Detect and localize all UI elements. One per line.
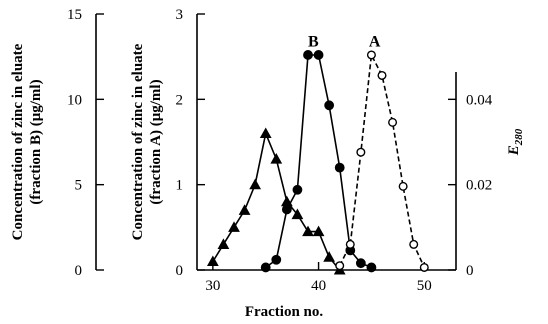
series-0-point-11 <box>323 251 336 262</box>
series-2-point-7 <box>409 239 419 249</box>
series-0-point-4 <box>249 178 262 190</box>
zinc-b-axis-label-line1: Concentration of zinc in eluate <box>10 43 26 240</box>
series-2-point-2 <box>356 147 366 157</box>
y-tick-label-e280-1: 0.02 <box>466 178 492 194</box>
series-0-point-5 <box>259 127 272 139</box>
series-2-point-3 <box>366 50 376 60</box>
series-2-point-0 <box>335 261 345 271</box>
series-2-point-4 <box>377 70 387 80</box>
series-0-point-1 <box>217 238 230 249</box>
peak-label-b: B <box>308 33 319 50</box>
y-tick-label-zinc-a-2: 2 <box>176 92 184 108</box>
series-1-point-7 <box>334 162 345 173</box>
series-1-point-6 <box>324 100 335 111</box>
y-tick-label-e280-2: 0.04 <box>466 92 493 108</box>
series-0-point-9 <box>302 225 314 237</box>
zinc-b-axis-label-line2: (fraction B) (μg/ml) <box>28 79 44 204</box>
e280-axis-label: E280 <box>506 128 525 156</box>
e280-axis: E280 0 0.02 0.04 <box>448 92 525 279</box>
y-tick-label-zinc-b-3: 15 <box>67 7 82 23</box>
series-layer <box>206 50 429 275</box>
zinc-a-axis-label-line2: (fraction A) (μg/ml) <box>148 79 164 204</box>
y-tick-label-zinc-a-0: 0 <box>176 263 184 279</box>
series-0-point-10 <box>312 225 325 237</box>
y-tick-label-e280-0: 0 <box>466 263 474 279</box>
zinc-a-axis-label-line1: Concentration of zinc in eluate <box>130 43 146 240</box>
series-0-point-2 <box>228 221 240 232</box>
x-axis: 30 40 50 <box>205 262 432 294</box>
series-0-point-0 <box>206 255 219 267</box>
peak-label-a: A <box>369 33 381 50</box>
series-1-point-5 <box>313 50 324 60</box>
y-tick-label-zinc-b-2: 10 <box>67 92 82 108</box>
y-tick-label-zinc-b-0: 0 <box>75 263 83 279</box>
x-tick-label-0: 30 <box>205 278 220 294</box>
series-1-point-3 <box>292 184 303 195</box>
series-0-point-6 <box>270 153 283 164</box>
series-1-point-0 <box>260 262 271 273</box>
series-1-point-2 <box>281 204 292 215</box>
series-0-point-3 <box>238 204 251 215</box>
series-2-point-1 <box>345 239 355 249</box>
x-tick-label-1: 40 <box>311 278 326 294</box>
y-tick-label-zinc-a-1: 1 <box>176 178 184 194</box>
y-tick-label-zinc-a-3: 3 <box>176 7 184 23</box>
x-axis-label: Fraction no. <box>245 304 324 320</box>
series-2-point-5 <box>388 117 398 127</box>
series-1-point-10 <box>366 262 377 273</box>
series-2-point-8 <box>419 262 429 272</box>
x-tick-label-2: 50 <box>417 278 432 294</box>
y-tick-label-zinc-b-1: 5 <box>75 178 83 194</box>
series-1-point-1 <box>271 254 282 265</box>
series-2-line <box>338 52 426 268</box>
zinc-a-axis: Concentration of zinc in eluate (fractio… <box>130 7 205 279</box>
series-1-point-9 <box>355 258 366 269</box>
series-0-point-8 <box>291 208 304 220</box>
series-1-point-4 <box>303 50 313 60</box>
series-2-point-6 <box>398 181 408 191</box>
zinc-b-axis: Concentration of zinc in eluate (fractio… <box>10 7 104 279</box>
